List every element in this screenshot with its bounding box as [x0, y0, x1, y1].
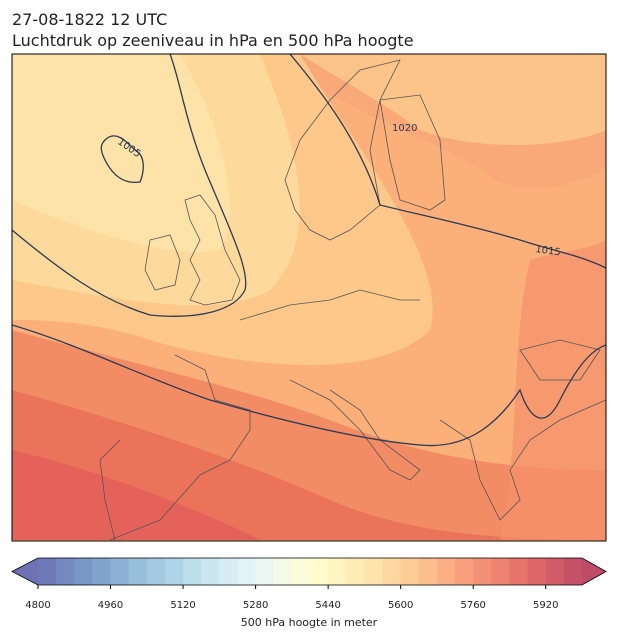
colorbar-segment	[56, 558, 75, 585]
colorbar-segment	[563, 558, 583, 585]
colorbar-segment	[219, 558, 238, 585]
colorbar-segment	[364, 558, 384, 585]
colorbar-segment	[473, 558, 492, 585]
colorbar-segment	[436, 558, 456, 585]
map: 1005 1020 1015	[12, 54, 606, 541]
colorbar-tick-label: 4800	[25, 600, 50, 611]
colorbar-tick-label: 5280	[243, 600, 268, 611]
colorbar-tick-label: 5440	[315, 600, 340, 611]
colorbar-segment	[291, 558, 311, 585]
colorbar-segment	[74, 558, 93, 585]
colorbar-segment	[509, 558, 529, 585]
colorbar-segment	[164, 558, 184, 585]
colorbar-segment	[418, 558, 438, 585]
colorbar-label: 500 hPa hoogte in meter	[241, 616, 378, 629]
colorbar-fill	[12, 558, 606, 585]
colorbar-segment	[255, 558, 275, 585]
colorbar-segment	[273, 558, 293, 585]
colorbar-tick-label: 5600	[388, 600, 413, 611]
colorbar-segment	[328, 558, 347, 585]
colorbar-segment	[545, 558, 565, 585]
colorbar-extend-high	[582, 558, 606, 585]
colorbar-segment	[237, 558, 257, 585]
colorbar-tick-label: 5760	[460, 600, 485, 611]
isobar-label: 1015	[535, 244, 562, 258]
colorbar-segment	[310, 558, 329, 585]
colorbar-segment	[491, 558, 510, 585]
map-frame	[11, 53, 607, 542]
colorbar-extend-low	[12, 558, 38, 585]
colorbar-segment	[146, 558, 166, 585]
colorbar-segment	[527, 558, 547, 585]
colorbar-segment	[382, 558, 402, 585]
colorbar-segment	[183, 558, 202, 585]
colorbar-segment	[400, 558, 420, 585]
colorbar-segment	[110, 558, 130, 585]
colorbar-segment	[455, 558, 474, 585]
colorbar-segment	[128, 558, 148, 585]
colorbar-segment	[92, 558, 112, 585]
subtitle: Luchtdruk op zeeniveau in hPa en 500 hPa…	[12, 31, 414, 50]
isobar-label: 1020	[392, 123, 417, 134]
title: 27-08-1822 12 UTC	[12, 10, 167, 29]
colorbar-segment	[201, 558, 220, 585]
colorbar-tick-label: 4960	[98, 600, 123, 611]
colorbar-tick-label: 5920	[533, 600, 558, 611]
colorbar: 4800 4960 5120 5280 5440 5600 5760 5920	[11, 557, 607, 611]
colorbar-segment	[346, 558, 365, 585]
colorbar-tick-label: 5120	[170, 600, 195, 611]
colorbar-segment	[38, 558, 57, 585]
